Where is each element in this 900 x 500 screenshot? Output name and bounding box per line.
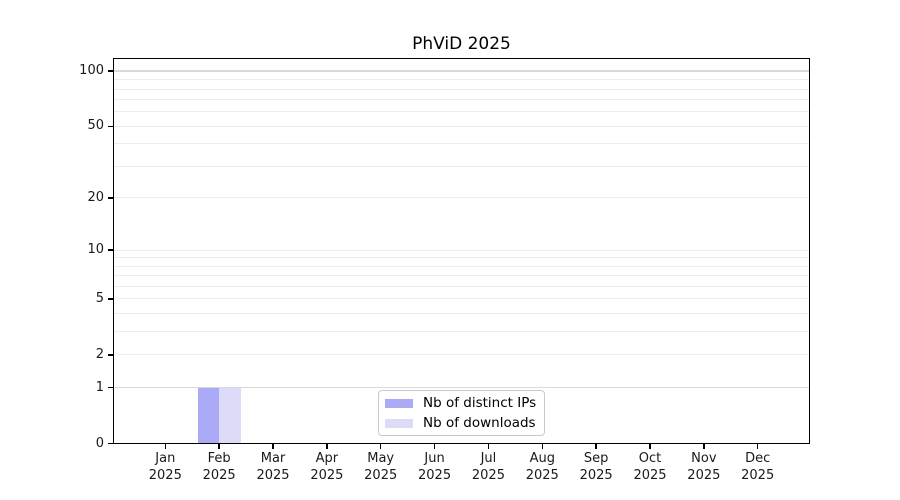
gridline — [114, 249, 809, 251]
x-tick-label: Oct 2025 — [618, 451, 682, 484]
x-tick-mark — [379, 443, 382, 449]
bar — [219, 387, 241, 444]
x-tick-label-line: Dec — [745, 451, 771, 466]
gridline — [114, 143, 809, 145]
y-tick-label: 50 — [87, 118, 104, 134]
gridline — [114, 354, 809, 356]
x-tick-mark — [164, 443, 167, 449]
x-tick-label: Nov 2025 — [672, 451, 736, 484]
x-tick-label-line: Aug — [529, 451, 555, 466]
x-tick-label: Dec 2025 — [726, 451, 790, 484]
gridline — [114, 275, 809, 277]
x-tick-label-line: Jul — [480, 451, 497, 466]
x-tick-label-line: 2025 — [148, 467, 182, 483]
x-tick-label-line: 2025 — [202, 467, 236, 483]
x-tick-label-line: Jan — [155, 451, 176, 466]
x-tick-mark — [703, 443, 705, 449]
x-tick-label: Jun 2025 — [403, 451, 467, 484]
x-tick-label-line: May — [367, 451, 395, 466]
x-tick-mark — [649, 443, 651, 449]
x-tick-label-line: 2025 — [579, 467, 613, 483]
gridline — [114, 125, 809, 127]
y-tick-mark — [107, 386, 113, 389]
gridline — [114, 166, 809, 167]
x-tick-label: Aug 2025 — [510, 451, 574, 484]
x-tick-label-line: 2025 — [471, 467, 505, 483]
gridline — [114, 111, 809, 113]
legend-item: Nb of distinct IPs — [385, 395, 536, 412]
x-tick-label: Jan 2025 — [133, 451, 197, 484]
y-tick-mark — [107, 354, 113, 356]
x-tick-label-line: 2025 — [687, 467, 721, 483]
x-tick-label-line: Feb — [207, 451, 231, 466]
legend-label: Nb of downloads — [423, 414, 536, 431]
y-tick-mark — [107, 298, 113, 300]
gridline — [114, 88, 809, 90]
x-tick-mark — [487, 443, 490, 449]
gridline — [114, 286, 809, 288]
bar — [197, 387, 220, 444]
gridline — [114, 99, 809, 101]
x-tick-label-line: Nov — [691, 451, 717, 466]
chart-title: PhViD 2025 — [412, 34, 511, 54]
y-tick-label: 5 — [95, 290, 104, 306]
x-tick-label: Feb 2025 — [187, 451, 251, 484]
gridline — [114, 313, 809, 315]
gridline — [114, 257, 809, 259]
y-tick-label: 0 — [95, 435, 104, 451]
legend-swatch — [385, 418, 413, 428]
plot-frame — [113, 58, 810, 444]
legend-label: Nb of distinct IPs — [423, 394, 537, 411]
x-tick-label-line: 2025 — [525, 467, 559, 483]
y-tick-mark — [107, 249, 113, 251]
legend-swatch — [385, 398, 413, 408]
y-tick-mark — [107, 442, 113, 445]
x-tick-label-line: Jun — [424, 451, 445, 466]
x-tick-label-line: Apr — [315, 451, 339, 466]
y-tick-mark — [107, 197, 113, 199]
legend: Nb of distinct IPs Nb of downloads — [378, 390, 545, 436]
gridline-major — [114, 386, 809, 389]
x-tick-mark — [218, 443, 220, 449]
x-tick-label-line: 2025 — [741, 467, 775, 483]
gridline — [114, 197, 809, 199]
x-tick-label-line: 2025 — [418, 467, 452, 483]
x-tick-label: Apr 2025 — [295, 451, 359, 484]
gridline — [114, 79, 809, 81]
x-tick-label: Mar 2025 — [241, 451, 305, 484]
x-tick-label: May 2025 — [349, 451, 413, 484]
y-tick-mark — [107, 125, 113, 128]
x-tick-label: Sep 2025 — [564, 451, 628, 484]
x-tick-mark — [272, 443, 274, 449]
x-tick-label-line: 2025 — [364, 467, 398, 483]
x-tick-label-line: 2025 — [256, 467, 290, 483]
gridline — [114, 331, 809, 333]
y-tick-label: 1 — [95, 379, 104, 395]
gridline — [114, 265, 809, 267]
x-tick-mark — [541, 443, 544, 449]
x-tick-mark — [756, 443, 759, 449]
x-tick-label-line: 2025 — [633, 467, 667, 483]
x-tick-label-line: Oct — [638, 451, 662, 466]
x-tick-label-line: Sep — [583, 451, 609, 466]
gridline — [114, 298, 809, 300]
x-tick-label-line: Mar — [260, 451, 286, 466]
y-tick-label: 100 — [79, 63, 104, 79]
legend-item: Nb of downloads — [385, 415, 536, 432]
x-tick-label: Jul 2025 — [456, 451, 520, 484]
x-tick-label-line: 2025 — [310, 467, 344, 483]
x-tick-mark — [326, 443, 328, 449]
y-tick-label: 20 — [87, 189, 104, 205]
y-tick-mark — [107, 70, 113, 72]
x-tick-mark — [595, 443, 597, 449]
gridline-major — [114, 70, 809, 72]
x-tick-mark — [433, 443, 436, 449]
y-tick-label: 2 — [95, 346, 104, 362]
y-tick-label: 10 — [87, 242, 104, 258]
